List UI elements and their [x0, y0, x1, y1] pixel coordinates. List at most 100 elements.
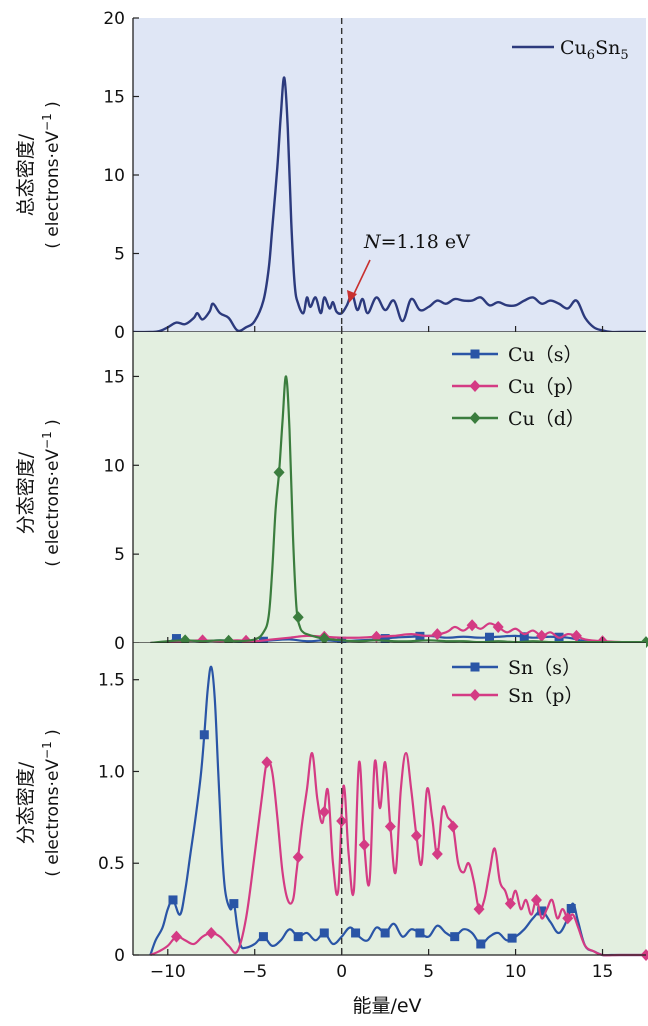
- y-tick-label: 10: [103, 456, 125, 476]
- legend-label: Cu（p）: [508, 376, 585, 398]
- data-point: [537, 906, 547, 916]
- data-point: [318, 632, 330, 645]
- data-point: [261, 756, 273, 769]
- legend-label-cu6sn5: Cu6Sn5: [560, 37, 629, 63]
- data-point: [415, 928, 425, 938]
- data-point: [431, 848, 443, 861]
- ylabel-panel-2: 分态密度/ ( electrons·eV−1 ): [15, 419, 63, 567]
- xaxis-label: 能量/eV: [352, 995, 421, 1017]
- data-point: [562, 912, 574, 925]
- legend-marker: [470, 349, 480, 359]
- ylabel-cn: 总态密度/: [15, 133, 37, 216]
- data-point: [530, 893, 542, 906]
- data-point: [640, 636, 648, 649]
- legend-item: Cu（d）: [452, 408, 585, 430]
- legend-marker: [469, 412, 481, 424]
- data-point: [205, 926, 217, 939]
- x-tick-label: 15: [592, 962, 614, 982]
- data-point: [410, 829, 422, 842]
- y-tick-label: 15: [103, 88, 125, 108]
- series-line: [149, 752, 646, 957]
- data-point: [484, 632, 494, 642]
- y-tick-label: 0: [114, 634, 125, 654]
- data-point: [566, 904, 576, 914]
- data-point: [536, 629, 548, 642]
- data-point: [293, 932, 303, 942]
- legend-marker: [470, 662, 480, 672]
- ylabel-cn: 分态密度/: [15, 761, 37, 844]
- panel-3: 0 0.5 1.0 1.5 −10 −5 0 5 10 15: [98, 643, 648, 982]
- data-point: [358, 838, 370, 851]
- panel-1: 0 5 10 15 20: [103, 9, 646, 343]
- legend-panel-3: Sn（s） Sn（p）: [452, 657, 583, 707]
- ylabel-cn: 分态密度/: [15, 451, 37, 534]
- legend-panel-1: Cu6Sn5: [512, 37, 629, 63]
- data-point: [292, 611, 304, 624]
- legend-label: Sn（s）: [508, 657, 581, 679]
- data-point: [168, 895, 178, 905]
- data-point: [292, 851, 304, 864]
- data-point: [318, 805, 330, 818]
- plot-area: [133, 332, 646, 643]
- data-point: [504, 897, 516, 910]
- legend-marker: [469, 689, 481, 701]
- series-diamond-2: [149, 752, 648, 961]
- data-point: [519, 632, 529, 642]
- legend-label: Cu（d）: [508, 408, 585, 430]
- y-tick-label: 1.0: [98, 762, 125, 782]
- data-point: [380, 928, 390, 938]
- y-tick-label: 10: [103, 166, 125, 186]
- series-line: [150, 622, 647, 645]
- series-square-1: [149, 665, 646, 957]
- legend-item: Cu（s）: [452, 344, 583, 366]
- plot-area: [133, 18, 646, 332]
- y-tick-label: 5: [114, 245, 125, 265]
- data-point: [473, 903, 485, 916]
- series-line: [149, 665, 646, 957]
- data-point: [492, 621, 504, 634]
- data-point: [431, 628, 443, 641]
- data-point: [273, 466, 285, 479]
- ylabel-unit: ( electrons·eV−1 ): [40, 101, 63, 249]
- ylabel-panel-3: 分态密度/ ( electrons·eV−1 ): [15, 729, 63, 877]
- data-point: [380, 634, 390, 644]
- legend-label: Cu（s）: [508, 344, 583, 366]
- x-tick-label: −10: [150, 962, 186, 982]
- x-tick-label: −5: [242, 962, 267, 982]
- data-point: [450, 932, 460, 942]
- y-tick-label: 15: [103, 367, 125, 387]
- data-point: [415, 631, 425, 641]
- fermi-annotation: N=1.18 eV: [363, 231, 470, 253]
- legend-item: Sn（s）: [452, 657, 581, 679]
- x-tick-label: 5: [423, 962, 434, 982]
- data-point: [319, 928, 329, 938]
- data-point: [570, 629, 582, 642]
- y-tick-label: 0: [114, 323, 125, 343]
- data-point: [384, 820, 396, 833]
- x-tick-label: 0: [336, 962, 347, 982]
- data-point: [507, 933, 517, 943]
- data-point: [229, 899, 239, 909]
- y-tick-label: 5: [114, 545, 125, 565]
- legend-panel-2: Cu（s） Cu（p） Cu（d）: [452, 344, 585, 430]
- legend-item: Cu（p）: [452, 376, 585, 398]
- data-point: [447, 820, 459, 833]
- annotation-value: =1.18 eV: [381, 231, 471, 253]
- y-tick-label: 1.5: [98, 671, 125, 691]
- ylabel-unit: ( electrons·eV−1 ): [40, 419, 63, 567]
- ylabel-panel-1: 总态密度/ ( electrons·eV−1 ): [15, 101, 63, 249]
- data-point: [476, 939, 486, 949]
- y-tick-label: 0.5: [98, 854, 125, 874]
- y-tick-label: 0: [114, 946, 125, 966]
- legend-label: Sn（p）: [508, 685, 583, 707]
- data-point: [258, 932, 268, 942]
- data-point: [171, 634, 181, 644]
- data-point: [351, 928, 361, 938]
- chart-panels: 0 5 10 15 20 0 5 10 15 0 0.5 1.0 1.5 −10 −5 0 5 10 15: [98, 9, 648, 982]
- x-tick-label: 10: [505, 962, 527, 982]
- annotation-arrow: [347, 259, 371, 303]
- data-point: [199, 730, 209, 740]
- annotation-var: N: [363, 231, 382, 253]
- data-point: [466, 619, 478, 632]
